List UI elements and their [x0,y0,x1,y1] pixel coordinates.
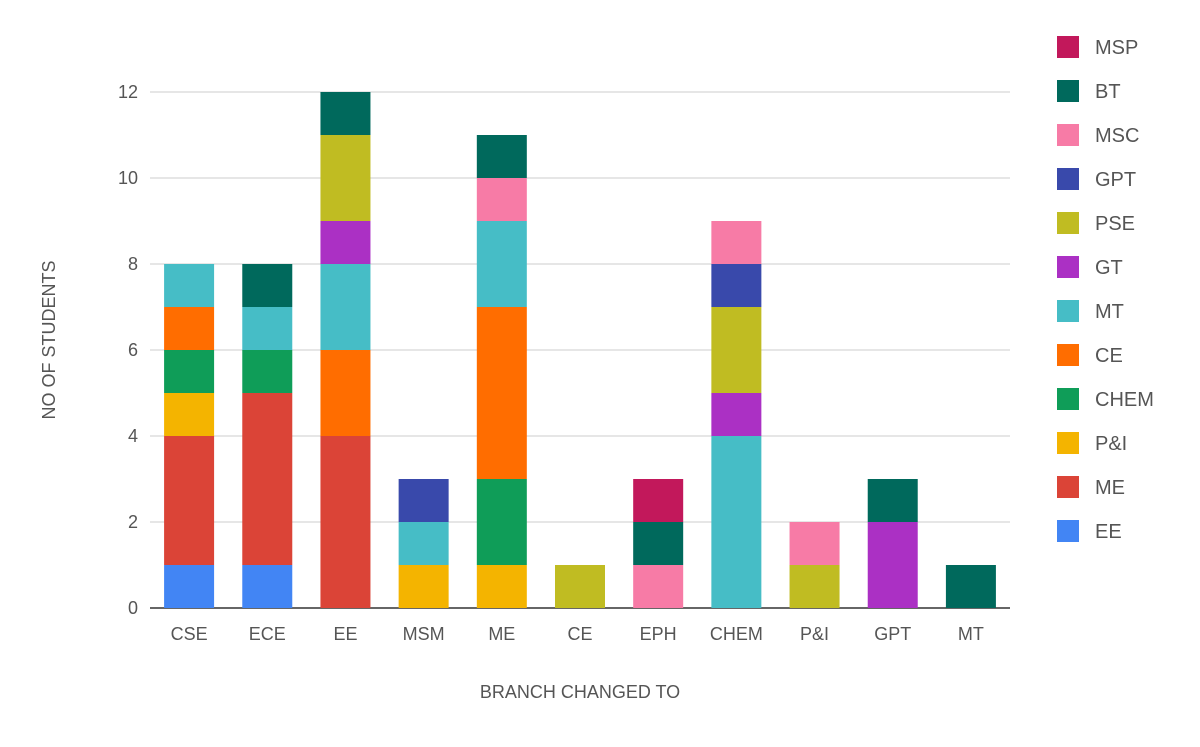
bar-segment-GT[interactable] [867,522,918,608]
y-tick-label: 0 [128,598,138,618]
bar-segment-CHEM[interactable] [242,350,293,393]
bar-segment-PSE[interactable] [789,565,840,608]
bar-segment-CE[interactable] [476,307,527,479]
bar-segment-P&I[interactable] [398,565,449,608]
bar-segment-GPT[interactable] [398,479,449,522]
legend-swatch [1057,476,1079,498]
x-tick-label: EE [333,624,357,644]
y-tick-label: 12 [118,82,138,102]
legend-item[interactable]: GT [1057,256,1123,279]
legend-item[interactable]: PSE [1057,212,1135,235]
bar-segment-CHEM[interactable] [476,479,527,565]
bar-segment-GT[interactable] [320,221,371,264]
legend-swatch [1057,36,1079,58]
bar-segment-EE[interactable] [164,565,215,608]
legend-swatch [1057,212,1079,234]
legend-label: PSE [1095,213,1135,235]
bar-segment-BT[interactable] [242,264,293,307]
legend-label: ME [1095,477,1125,499]
x-tick-label: ECE [249,624,286,644]
legend-swatch [1057,432,1079,454]
legend-label: GPT [1095,169,1136,191]
legend-label: EE [1095,521,1122,543]
y-tick-label: 8 [128,254,138,274]
bar-segment-PSE[interactable] [711,307,762,393]
legend-label: GT [1095,257,1123,279]
legend-item[interactable]: MSP [1057,36,1138,59]
x-tick-label: EPH [640,624,677,644]
legend-item[interactable]: EE [1057,520,1122,543]
legend-swatch [1057,344,1079,366]
bar-segment-EE[interactable] [242,565,293,608]
bar-segment-MSC[interactable] [476,178,527,221]
legend-item[interactable]: MT [1057,300,1124,323]
legend-label: MSC [1095,125,1139,147]
bar-segment-MT[interactable] [398,522,449,565]
legend-label: BT [1095,81,1121,103]
y-tick-label: 2 [128,512,138,532]
bar-segment-MSC[interactable] [711,221,762,264]
bar-segment-CE[interactable] [320,350,371,436]
x-axis-label: BRANCH CHANGED TO [480,682,680,702]
legend-item[interactable]: ME [1057,476,1125,499]
bar-segment-GT[interactable] [711,393,762,436]
bar-segment-ME[interactable] [242,393,293,565]
bar-segment-MT[interactable] [320,264,371,350]
bar-segment-MT[interactable] [711,436,762,608]
x-tick-label: CHEM [710,624,763,644]
legend-label: CHEM [1095,389,1154,411]
bar-segment-CHEM[interactable] [164,350,215,393]
bar-segment-ME[interactable] [320,436,371,608]
legend-swatch [1057,80,1079,102]
y-axis-label: NO OF STUDENTS [39,260,59,419]
legend-label: MT [1095,301,1124,323]
bar-segment-BT[interactable] [633,522,684,565]
bar-segment-BT[interactable] [945,565,996,608]
x-tick-label: CE [567,624,592,644]
legend-swatch [1057,168,1079,190]
bar-segment-P&I[interactable] [476,565,527,608]
bar-segment-GPT[interactable] [711,264,762,307]
legend-item[interactable]: MSC [1057,124,1139,147]
bar-segment-ME[interactable] [164,436,215,565]
legend-item[interactable]: CE [1057,344,1123,367]
bar-segment-MT[interactable] [242,307,293,350]
legend-label: P&I [1095,433,1127,455]
x-tick-label: CSE [171,624,208,644]
bar-segment-PSE[interactable] [320,135,371,221]
bar-segment-MT[interactable] [164,264,215,307]
legend-label: MSP [1095,37,1138,59]
legend-item[interactable]: BT [1057,80,1121,103]
bar-segment-MSP[interactable] [633,479,684,522]
legend-swatch [1057,300,1079,322]
y-tick-label: 6 [128,340,138,360]
bar-segment-PSE[interactable] [555,565,605,608]
bar-segment-MSC[interactable] [789,522,840,565]
bar-segment-MT[interactable] [476,221,527,307]
legend-swatch [1057,124,1079,146]
legend-swatch [1057,256,1079,278]
x-tick-label: MSM [403,624,445,644]
legend-label: CE [1095,345,1123,367]
bar-segment-CE[interactable] [164,307,215,350]
legend-swatch [1057,388,1079,410]
bar-segment-BT[interactable] [476,135,527,178]
legend-item[interactable]: GPT [1057,168,1136,191]
y-tick-label: 10 [118,168,138,188]
y-tick-label: 4 [128,426,138,446]
x-tick-label: ME [488,624,515,644]
x-tick-label: MT [958,624,984,644]
legend-item[interactable]: P&I [1057,432,1127,455]
bar-segment-BT[interactable] [320,92,371,135]
x-tick-label: P&I [800,624,829,644]
legend-item[interactable]: CHEM [1057,388,1154,411]
bar-segment-MSC[interactable] [633,565,684,608]
bar-segment-BT[interactable] [867,479,918,522]
bar-segment-P&I[interactable] [164,393,215,436]
x-tick-label: GPT [874,624,911,644]
legend-swatch [1057,520,1079,542]
